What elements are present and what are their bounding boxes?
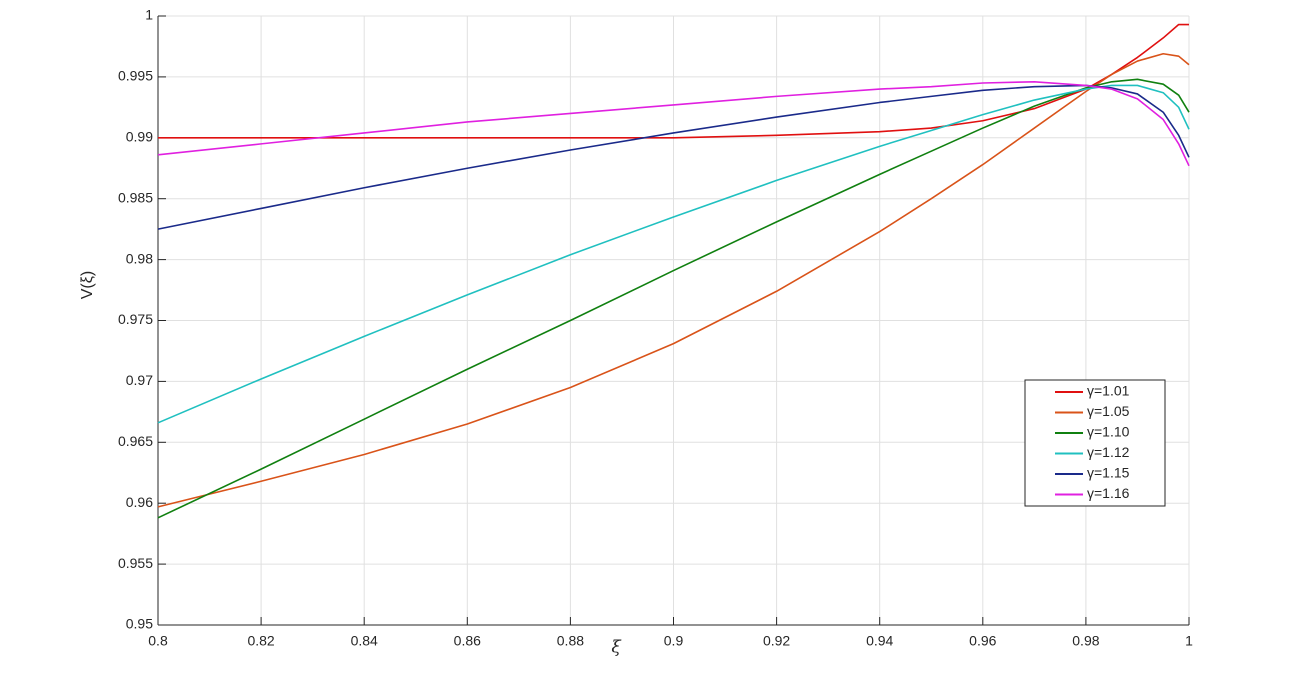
y-tick-label: 1 [145,7,153,23]
data-line [157,84,1190,424]
x-tick-label: 0.82 [247,633,274,649]
data-line [158,23,1189,139]
y-tick-label: 0.985 [118,189,153,205]
data-line [157,84,1190,230]
legend-label: γ=1.10 [1087,424,1130,440]
legend-label: γ=1.15 [1087,465,1130,481]
legend-label: γ=1.01 [1087,383,1130,399]
data-line [157,78,1190,519]
legend: γ=1.01 γ=1.05 γ=1.10 γ=1.12 γ=1.15 γ=1.16 [1024,379,1166,507]
legend-label: γ=1.12 [1087,444,1130,460]
x-tick-label: 0.84 [351,633,378,649]
data-line [157,80,1190,167]
x-tick-label: 0.96 [969,633,996,649]
y-tick-label: 0.975 [118,311,153,327]
y-axis-label: V(ξ) [79,271,96,300]
data-line [157,52,1190,508]
legend-label: γ=1.16 [1087,485,1130,501]
legend-box [1024,379,1166,507]
y-tick-label: 0.965 [118,433,153,449]
legend-label: γ=1.05 [1087,403,1130,419]
y-tick-label: 0.99 [126,129,153,145]
y-tick-label: 0.98 [126,250,153,266]
x-tick-label: 0.88 [557,633,584,649]
x-tick-label: 0.8 [148,633,168,649]
x-tick-label: 0.86 [454,633,481,649]
x-axis-label: ξ [611,638,622,658]
y-tick-label: 0.955 [118,555,153,571]
x-tick-label: 0.98 [1072,633,1099,649]
y-tick-label: 0.95 [126,616,153,632]
y-tick-label: 0.96 [126,494,153,510]
x-tick-label: 0.94 [866,633,893,649]
x-tick-label: 0.92 [763,633,790,649]
y-tick-label: 0.97 [126,372,153,388]
x-tick-label: 1 [1185,633,1193,649]
y-tick-label: 0.995 [118,68,153,84]
x-tick-label: 0.9 [664,633,684,649]
